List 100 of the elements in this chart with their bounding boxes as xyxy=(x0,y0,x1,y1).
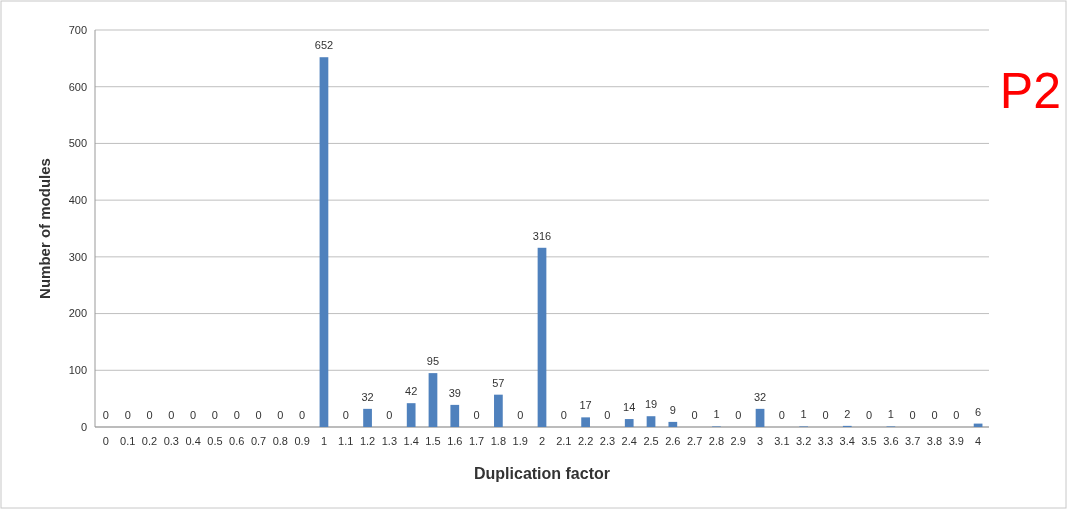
x-tick-label: 3.2 xyxy=(796,435,812,447)
data-label: 0 xyxy=(909,409,916,421)
x-tick-label: 2.5 xyxy=(643,435,659,447)
x-tick-label: 1 xyxy=(320,435,328,447)
bar xyxy=(624,419,634,427)
x-tick-label: 3.5 xyxy=(861,435,877,447)
text: P2 xyxy=(999,63,1061,119)
data-label: 95 xyxy=(426,355,440,368)
data-label: 0 xyxy=(146,409,153,421)
x-tick-label: 1.8 xyxy=(490,435,507,447)
x-tick-label: 3.6 xyxy=(883,435,899,447)
bar xyxy=(755,408,765,427)
x-tick-label: 3.9 xyxy=(948,435,964,447)
data-label: 0 xyxy=(953,409,960,421)
bar xyxy=(646,416,656,427)
x-tick-label: 1.3 xyxy=(381,435,398,447)
x-tick-label: 1.5 xyxy=(425,435,441,447)
data-label: 0 xyxy=(604,409,611,421)
x-tick-label: 4 xyxy=(975,435,982,447)
data-label: 0 xyxy=(560,409,567,421)
data-label: 316 xyxy=(532,229,552,242)
x-tick-label: 0.4 xyxy=(185,435,201,447)
data-label: 0 xyxy=(299,409,306,421)
data-label: 1 xyxy=(713,408,720,421)
x-tick-label: 3 xyxy=(756,435,764,447)
x-tick-label: 2.4 xyxy=(621,435,637,447)
data-label: 0 xyxy=(102,409,109,421)
data-label: 0 xyxy=(822,409,829,421)
bar xyxy=(406,403,416,427)
x-tick-label: 2.8 xyxy=(708,435,725,447)
x-tick-label: 1.6 xyxy=(447,435,463,447)
data-label: 6 xyxy=(975,405,982,418)
x-tick-label: 1.4 xyxy=(403,435,419,447)
x-tick-label: 3.7 xyxy=(905,435,921,447)
x-tick-label: 1.1 xyxy=(338,435,354,447)
data-label: 0 xyxy=(517,409,524,421)
y-tick-label: 300 xyxy=(68,250,87,263)
data-label: 0 xyxy=(124,409,131,421)
y-tick-label: 200 xyxy=(68,307,87,320)
data-label: 1 xyxy=(887,408,894,421)
y-tick-label: 500 xyxy=(68,137,87,150)
data-label: 1 xyxy=(800,408,807,421)
bar xyxy=(494,394,503,427)
data-label: 2 xyxy=(844,407,851,420)
bar xyxy=(668,421,678,427)
x-tick-label: 0.9 xyxy=(294,435,310,447)
data-label: 0 xyxy=(866,409,873,421)
x-tick-label: 0.7 xyxy=(250,435,267,447)
x-tick-label: 0 xyxy=(102,435,109,447)
data-label: 0 xyxy=(386,409,393,421)
data-label: 19 xyxy=(644,398,658,411)
data-label: 9 xyxy=(669,403,676,416)
data-label: 0 xyxy=(342,409,349,421)
data-label: 0 xyxy=(735,409,742,421)
x-tick-label: 2.7 xyxy=(686,435,703,447)
data-label: 14 xyxy=(623,401,636,414)
data-label: 0 xyxy=(233,409,240,421)
x-axis-title: Duplication factor xyxy=(473,465,611,482)
x-tick-label: 3.3 xyxy=(817,435,834,447)
y-tick-label: 100 xyxy=(68,364,87,377)
x-tick-label: 3.4 xyxy=(839,435,855,447)
bar xyxy=(319,57,329,427)
data-label: 32 xyxy=(753,390,767,403)
data-label: 0 xyxy=(255,409,262,421)
x-tick-label: 1.2 xyxy=(359,435,376,447)
data-label: 0 xyxy=(190,409,197,421)
data-label: 0 xyxy=(211,409,218,421)
x-tick-label: 0.3 xyxy=(163,435,179,447)
data-label: 57 xyxy=(492,376,505,389)
x-tick-label: 0.5 xyxy=(207,435,223,447)
x-tick-label: 0.8 xyxy=(272,435,288,447)
y-tick-label: 400 xyxy=(68,193,87,206)
data-label: 0 xyxy=(691,409,698,421)
data-label: 652 xyxy=(314,39,334,52)
x-tick-label: 2.2 xyxy=(577,435,594,447)
data-label: 0 xyxy=(931,409,938,421)
bar xyxy=(581,417,590,427)
bar xyxy=(450,404,460,427)
y-tick-label: 600 xyxy=(68,80,87,93)
data-label: 0 xyxy=(473,409,480,421)
y-tick-label: 0 xyxy=(80,420,87,433)
x-tick-label: 0.2 xyxy=(141,435,158,447)
x-tick-label: 2.1 xyxy=(556,435,572,447)
x-tick-label: 2.3 xyxy=(599,435,616,447)
bar xyxy=(537,247,547,427)
x-tick-label: 2.6 xyxy=(665,435,681,447)
x-tick-label: 2 xyxy=(538,435,546,447)
y-tick-label: 700 xyxy=(68,23,87,36)
bar xyxy=(428,373,438,427)
x-tick-label: 0.6 xyxy=(229,435,245,447)
x-tick-label: 0.1 xyxy=(120,435,136,447)
x-tick-label: 1.7 xyxy=(468,435,485,447)
data-label: 32 xyxy=(361,390,374,403)
data-label: 39 xyxy=(448,386,461,399)
data-label: 0 xyxy=(168,409,175,421)
x-tick-label: 3.1 xyxy=(774,435,790,447)
x-tick-label: 2.9 xyxy=(730,435,746,447)
y-axis-title: Number of modules xyxy=(36,158,53,299)
x-tick-label: 1.9 xyxy=(512,435,528,447)
data-label: 17 xyxy=(579,399,592,412)
